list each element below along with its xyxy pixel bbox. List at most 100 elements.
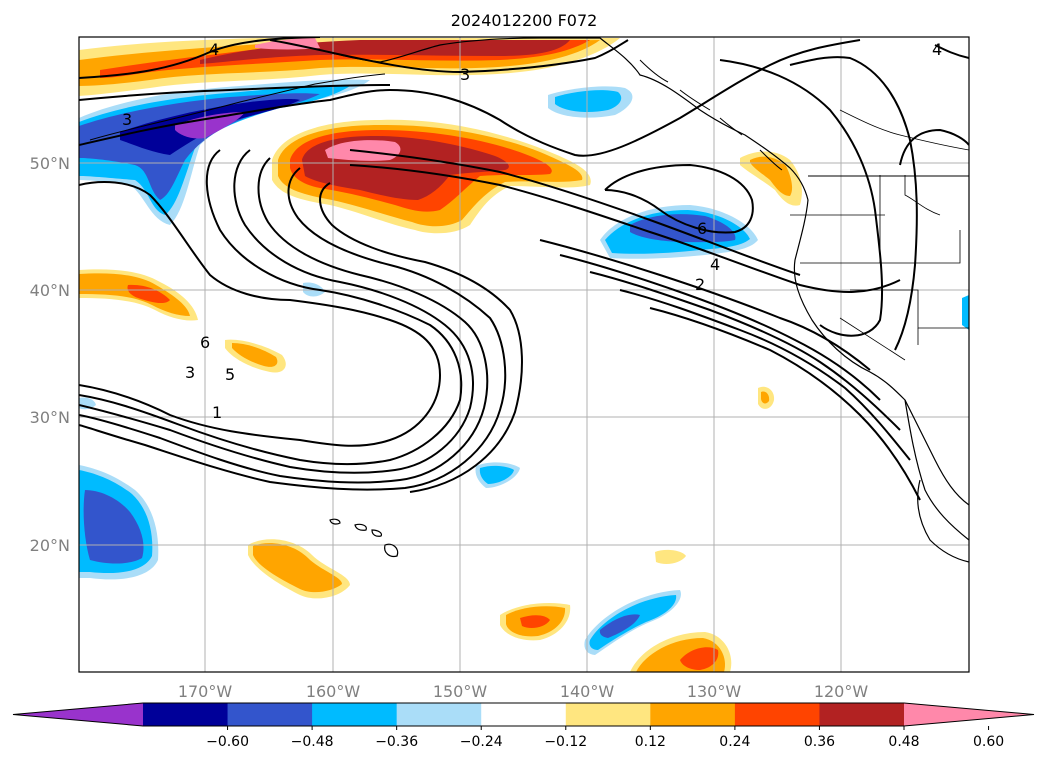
positive-anomaly-13n-core (520, 615, 550, 628)
lon-label-130w: 130°W (687, 682, 742, 701)
state-border-4 (850, 289, 969, 329)
positive-anomaly-west-40n-core (127, 284, 170, 304)
negative-anomaly-24n-core (479, 465, 514, 484)
contour-label-2-east: 2 (695, 275, 705, 294)
contour-low-6 (604, 163, 754, 234)
colorbar-segment (312, 703, 398, 726)
contour-4-east (934, 44, 969, 59)
contour-trough-4 (79, 167, 507, 491)
hawaii-island-3 (371, 529, 383, 537)
positive-anomaly-coast-50n-core (750, 156, 793, 196)
colorbar-tick-label: −0.24 (460, 734, 503, 750)
contour-mid-b (349, 149, 801, 276)
colorbar-segment (143, 703, 229, 726)
contour-label-layer: 4 3 3 6 4 2 6 5 3 1 4 (122, 40, 942, 422)
lon-label-140w: 140°W (560, 682, 615, 701)
contour-trough-1 (79, 149, 463, 466)
contour-ridge-north (79, 39, 861, 157)
coastlines (89, 37, 969, 563)
hawaii-island-4 (384, 543, 399, 558)
longitude-labels: 170°W 160°W 150°W 140°W 130°W 120°W (178, 682, 869, 701)
graticule (79, 37, 969, 672)
bc-coast-islands (639, 59, 783, 171)
contour-lower-2 (559, 254, 881, 401)
west-coast (793, 199, 969, 506)
lon-label-160w: 160°W (306, 682, 361, 701)
contour-ridge-east-inner (789, 56, 918, 351)
colorbar-tick-label: −0.36 (375, 734, 418, 750)
contour-mid-a (349, 164, 901, 293)
contour-3-north (269, 39, 629, 74)
contour-trough-3 (79, 157, 489, 484)
negative-anomaly-east-edge (962, 295, 969, 330)
colorbar-tick-label: 0.12 (635, 734, 666, 750)
colorbar-segment (227, 703, 313, 726)
colorbar-tick-label: 0.24 (719, 734, 750, 750)
canada-border (904, 175, 941, 216)
contour-label-4-northeast: 4 (932, 40, 942, 59)
positive-anomaly-31n-east-core (761, 391, 770, 404)
contour-ridge-east-3 (899, 128, 969, 166)
colorbar-tick-label: −0.60 (206, 734, 249, 750)
lat-label-30n: 30°N (30, 408, 70, 427)
state-border-5 (839, 317, 906, 361)
positive-anomaly-18n-core (253, 543, 342, 593)
colorbar-segment (819, 703, 905, 726)
contour-trough-5 (319, 182, 523, 493)
colorbar-tick-label: −0.12 (544, 734, 587, 750)
aleutian-islands (89, 73, 386, 141)
colorbar-segment (481, 703, 567, 726)
negative-anomaly-12n-core (599, 614, 640, 638)
contour-label-1-southwest: 1 (212, 403, 222, 422)
contour-ridge-east-outer (719, 59, 884, 337)
contour-lower-1 (539, 239, 871, 371)
colorbar-tick-label: 0.48 (888, 734, 919, 750)
negative-anomaly-gulf-core (555, 90, 622, 112)
positive-anomaly-35n-core (232, 343, 278, 367)
map-frame (78, 36, 970, 673)
contour-lower-4 (619, 289, 911, 461)
colorbar-extend-high (904, 703, 1034, 726)
contour-trough-outer (79, 181, 442, 447)
state-border-2 (880, 230, 961, 264)
colorbar-segment (565, 703, 651, 726)
map-area: 4 3 3 6 4 2 6 5 3 1 4 (79, 37, 969, 672)
contour-label-5-west: 5 (225, 365, 235, 384)
contour-lines (79, 37, 969, 501)
contour-label-6-west: 6 (200, 333, 210, 352)
contour-lower-5 (649, 307, 921, 501)
contour-trough-2 (79, 149, 474, 474)
alaska-coast (319, 37, 809, 201)
hawaii-island-1 (329, 518, 341, 525)
contour-label-3-north: 3 (460, 65, 470, 84)
contour-label-4-north: 4 (209, 40, 219, 59)
contour-label-6-east: 6 (697, 219, 707, 238)
inland-border (839, 109, 969, 151)
contour-label-3-southwest: 3 (185, 363, 195, 382)
colorbar-tick-label: 0.36 (804, 734, 835, 750)
colorbar-segment (734, 703, 820, 726)
latitude-labels: 50°N 40°N 30°N 20°N (30, 154, 70, 555)
negative-anomaly-northwest-peak (175, 112, 245, 139)
lat-label-20n: 20°N (30, 536, 70, 555)
colorbar-tick-label: 0.60 (973, 734, 1004, 750)
contour-4-north (79, 37, 321, 79)
positive-anomaly-19n (655, 549, 686, 564)
lat-label-50n: 50°N (30, 154, 70, 173)
map-title: 2024012200 F072 (451, 11, 598, 30)
contour-label-3-west: 3 (122, 110, 132, 129)
colorbar-outline (12, 702, 1035, 727)
colorbar-segment (396, 703, 482, 726)
colorbar-extend-low (13, 703, 143, 726)
hawaii-island-2 (354, 523, 367, 531)
lon-label-170w: 170°W (178, 682, 233, 701)
lon-label-120w: 120°W (814, 682, 869, 701)
negative-anomaly-northwest-deep (79, 93, 320, 200)
negative-anomaly-ne-pacific-core (630, 214, 736, 243)
lat-label-40n: 40°N (30, 281, 70, 300)
colorbar-segment (650, 703, 736, 726)
colorbar: −0.60 −0.48 −0.36 −0.24 −0.12 0.12 0.24 0.36 0.4… (12, 702, 1035, 750)
lon-label-150w: 150°W (433, 682, 488, 701)
